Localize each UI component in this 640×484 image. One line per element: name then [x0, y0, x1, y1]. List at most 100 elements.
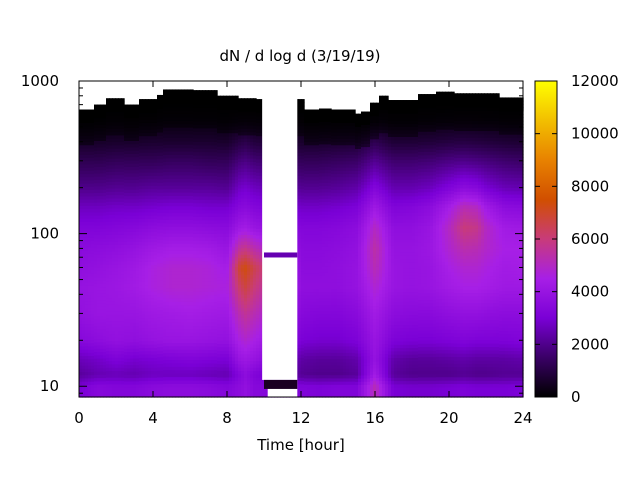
heatmap-cell	[91, 269, 95, 274]
heatmap-cell	[166, 236, 170, 241]
heatmap-cell	[97, 315, 101, 320]
heatmap-cell	[136, 130, 140, 135]
heatmap-cell	[208, 189, 212, 194]
heatmap-cell	[184, 185, 188, 190]
heatmap-cell	[232, 132, 236, 137]
heatmap-cell	[163, 236, 167, 241]
heatmap-cell	[130, 358, 134, 362]
heatmap-cell	[142, 145, 146, 150]
heatmap-cell	[139, 251, 143, 256]
heatmap-cell	[85, 246, 89, 251]
heatmap-cell	[208, 257, 212, 262]
heatmap-cell	[118, 367, 122, 372]
heatmap-cell	[157, 353, 161, 358]
heatmap-cell	[124, 260, 128, 265]
heatmap-cell	[223, 330, 227, 335]
heatmap-cell	[214, 189, 218, 194]
heatmap-cell	[97, 354, 101, 359]
heatmap-cell	[217, 343, 221, 348]
heatmap-cell	[97, 189, 101, 193]
heatmap-cell	[208, 383, 212, 388]
heatmap-cell	[211, 243, 215, 248]
heatmap-cell	[91, 109, 95, 123]
heatmap-cell	[187, 362, 191, 367]
heatmap-cell	[202, 342, 206, 347]
heatmap-cell	[106, 221, 110, 226]
heatmap-cell	[118, 171, 122, 176]
heatmap-cell	[193, 315, 197, 320]
heatmap-cell	[175, 314, 179, 320]
heatmap-cell	[124, 234, 128, 239]
heatmap-cell	[109, 314, 113, 318]
heatmap-cell	[100, 338, 104, 343]
heatmap-cell	[97, 198, 101, 203]
heatmap-cell	[235, 283, 239, 288]
heatmap-cell	[223, 135, 227, 140]
heatmap-cell	[160, 199, 164, 203]
heatmap-cell	[133, 218, 137, 223]
heatmap-cell	[232, 202, 236, 207]
heatmap-cell	[94, 130, 98, 135]
heatmap-cell	[106, 201, 110, 206]
heatmap-cell	[214, 304, 218, 309]
heatmap-cell	[82, 371, 86, 376]
heatmap-cell	[208, 110, 212, 115]
heatmap-cell	[136, 276, 140, 281]
heatmap-cell	[133, 231, 137, 236]
heatmap-cell	[133, 299, 137, 304]
heatmap-cell	[223, 199, 227, 204]
heatmap-cell	[148, 218, 152, 223]
heatmap-cell	[163, 311, 167, 316]
heatmap-cell	[169, 256, 173, 261]
heatmap-cell	[88, 269, 92, 274]
heatmap-cell	[184, 270, 188, 275]
heatmap-cell	[82, 326, 86, 331]
heatmap-cell	[97, 267, 101, 271]
heatmap-cell	[124, 244, 128, 249]
heatmap-cell	[97, 367, 101, 372]
heatmap-cell	[166, 198, 170, 203]
heatmap-cell	[238, 297, 242, 302]
heatmap-cell	[214, 250, 218, 255]
heatmap-cell	[124, 354, 128, 359]
heatmap-cell	[163, 386, 167, 391]
heatmap-cell	[121, 274, 125, 279]
heatmap-cell	[193, 107, 197, 112]
heatmap-cell	[223, 129, 227, 134]
heatmap-cell	[163, 260, 167, 265]
heatmap-cell	[238, 158, 242, 162]
heatmap-cell	[151, 152, 155, 157]
heatmap-cell	[97, 117, 101, 122]
heatmap-cell	[163, 212, 167, 217]
heatmap-cell	[208, 281, 212, 286]
heatmap-cell	[211, 298, 215, 303]
heatmap-cell	[124, 267, 128, 271]
heatmap-cell	[106, 134, 110, 139]
heatmap-cell	[235, 249, 239, 254]
heatmap-cell	[157, 212, 161, 217]
heatmap-cell	[106, 297, 110, 302]
heatmap-cell	[154, 135, 158, 140]
heatmap-cell	[109, 131, 113, 136]
heatmap-cell	[82, 151, 86, 155]
heatmap-cell	[172, 332, 176, 337]
heatmap-cell	[142, 234, 146, 239]
heatmap-cell	[208, 315, 212, 320]
heatmap-cell	[184, 113, 188, 118]
heatmap-cell	[235, 176, 239, 181]
heatmap-cell	[112, 241, 116, 245]
heatmap-cell	[124, 247, 128, 252]
heatmap-cell	[172, 202, 176, 207]
heatmap-cell	[124, 185, 128, 190]
heatmap-cell	[211, 90, 215, 104]
heatmap-cell	[226, 346, 230, 351]
heatmap-cell	[106, 207, 110, 212]
heatmap-cell	[118, 118, 122, 123]
heatmap-cell	[235, 95, 239, 109]
heatmap-cell	[226, 303, 230, 308]
heatmap-cell	[196, 386, 200, 391]
heatmap-cell	[160, 162, 164, 167]
heatmap-cell	[106, 171, 110, 176]
heatmap-cell	[214, 212, 218, 217]
heatmap-cell	[88, 186, 92, 190]
